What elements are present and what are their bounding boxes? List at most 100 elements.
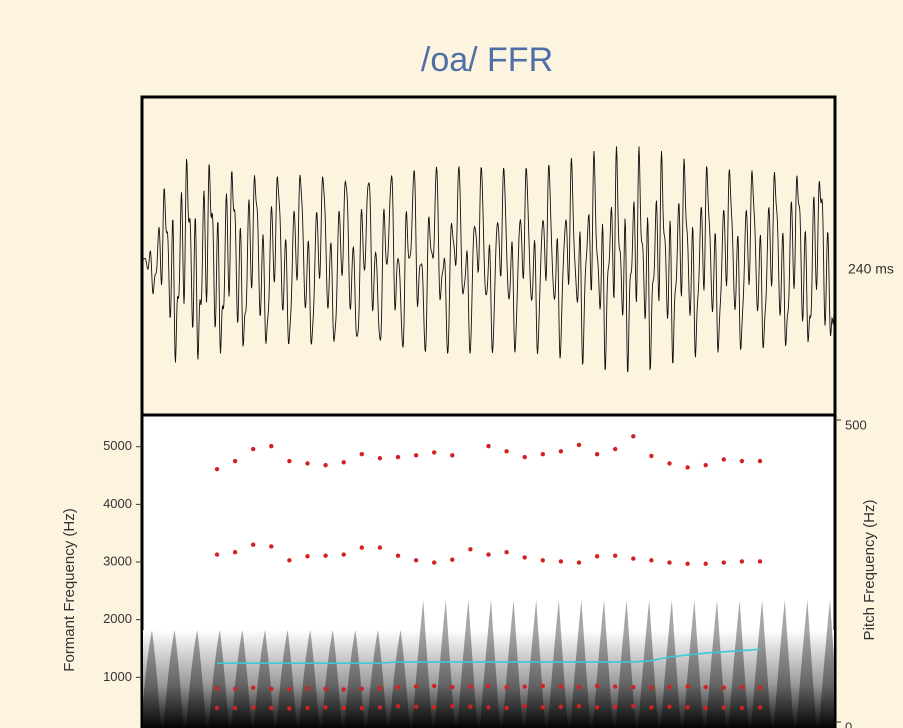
formant-dot (613, 553, 618, 558)
formant-dot (504, 705, 509, 711)
spectrogram-streak (796, 600, 817, 728)
formant-dot (558, 704, 564, 709)
formant-dot (504, 550, 509, 555)
formant-dot (450, 557, 455, 562)
formant-dot (214, 686, 220, 691)
formant-dot (721, 457, 726, 462)
formant-dot (576, 684, 582, 690)
formant-dot (341, 552, 346, 557)
formant-dot (631, 703, 636, 709)
formant-dot (251, 542, 256, 547)
spectrogram-streak (163, 630, 184, 728)
formant-dot (540, 452, 545, 457)
formant-dot (631, 684, 636, 690)
formant-dot (468, 684, 473, 689)
formant-dot (432, 450, 437, 455)
spectrogram-streak (254, 630, 274, 728)
spectrogram (143, 434, 834, 728)
formant-dot (576, 703, 582, 709)
formant-dot (359, 545, 364, 550)
formant-dot (757, 458, 763, 464)
spectrogram-streak (547, 600, 568, 728)
spectrogram-streak (638, 600, 659, 728)
y-tick-label: 5000 (103, 438, 132, 453)
formant-dot (703, 684, 708, 690)
formant-dot (359, 686, 364, 692)
formant-dot (685, 705, 690, 710)
formant-dot (522, 684, 527, 689)
waveform-duration: 240 ms (848, 261, 894, 277)
formant-dot (450, 453, 455, 458)
formant-dot (576, 560, 582, 565)
formant-dot (269, 705, 274, 711)
formant-dot (305, 461, 310, 466)
formant-dot (739, 705, 745, 711)
chart-title: /oa/ FFR (421, 41, 553, 79)
formant-dot (269, 686, 274, 692)
formant-dot (594, 554, 600, 559)
formant-dot (214, 552, 220, 557)
spectrogram-streak (231, 630, 252, 728)
formant-dot (413, 704, 419, 709)
spectrogram-streak (434, 600, 455, 728)
formant-dot (757, 685, 763, 690)
formant-dot (721, 685, 726, 690)
formant-dot (432, 705, 437, 710)
formant-dot (269, 443, 274, 449)
formant-dot (214, 705, 220, 711)
formant-dot (667, 461, 672, 466)
formant-dot (558, 449, 564, 454)
formant-dot (450, 703, 455, 709)
formant-dot (613, 684, 618, 689)
spectrogram-streak (683, 600, 704, 728)
formant-dot (359, 452, 364, 457)
formant-dot (613, 704, 618, 709)
spectrogram-streak (276, 630, 297, 728)
spectrogram-streak (480, 600, 500, 728)
pitch-line (217, 648, 761, 664)
formant-dot (540, 705, 545, 710)
formant-dot (251, 685, 256, 690)
formant-dot (576, 442, 582, 448)
spectrogram-streak (615, 600, 636, 728)
spectrogram-streak (457, 600, 478, 728)
formant-dot (287, 558, 292, 563)
spectrogram-streak (299, 630, 320, 728)
formant-dot (232, 458, 238, 464)
spectrogram-streak (660, 600, 681, 728)
formant-dot (522, 703, 527, 709)
formant-dot (341, 687, 346, 692)
formant-dot (323, 462, 328, 468)
formant-dot (685, 465, 690, 470)
formant-dot (685, 561, 690, 566)
spectrogram-streak (570, 600, 591, 728)
formant-dot (685, 684, 690, 689)
formant-dot (287, 706, 292, 711)
formant-dot (631, 434, 636, 439)
formant-dot (522, 555, 527, 560)
spectrogram-streak (773, 600, 794, 728)
formant-dot (522, 454, 527, 460)
formant-dot (649, 453, 654, 459)
formant-dot (594, 452, 600, 457)
formant-dot (468, 547, 473, 552)
formant-dot (377, 545, 383, 550)
formant-dot (721, 705, 726, 710)
formant-dot (305, 554, 310, 559)
spectrogram-streak (367, 630, 387, 728)
formant-dot (649, 685, 654, 690)
formant-dot (432, 560, 437, 565)
y-tick-label: 2000 (103, 611, 132, 626)
spectrogram-streak (593, 600, 613, 728)
y-tick-label: 4000 (103, 496, 132, 511)
spectrogram-streak (819, 600, 834, 728)
spectrogram-streak (728, 600, 749, 728)
formant-dot (395, 553, 401, 558)
formant-dot (540, 683, 545, 689)
formant-dot (631, 556, 636, 561)
formant-dot (232, 550, 238, 555)
formant-dot (305, 705, 310, 711)
formant-dot (594, 705, 600, 710)
